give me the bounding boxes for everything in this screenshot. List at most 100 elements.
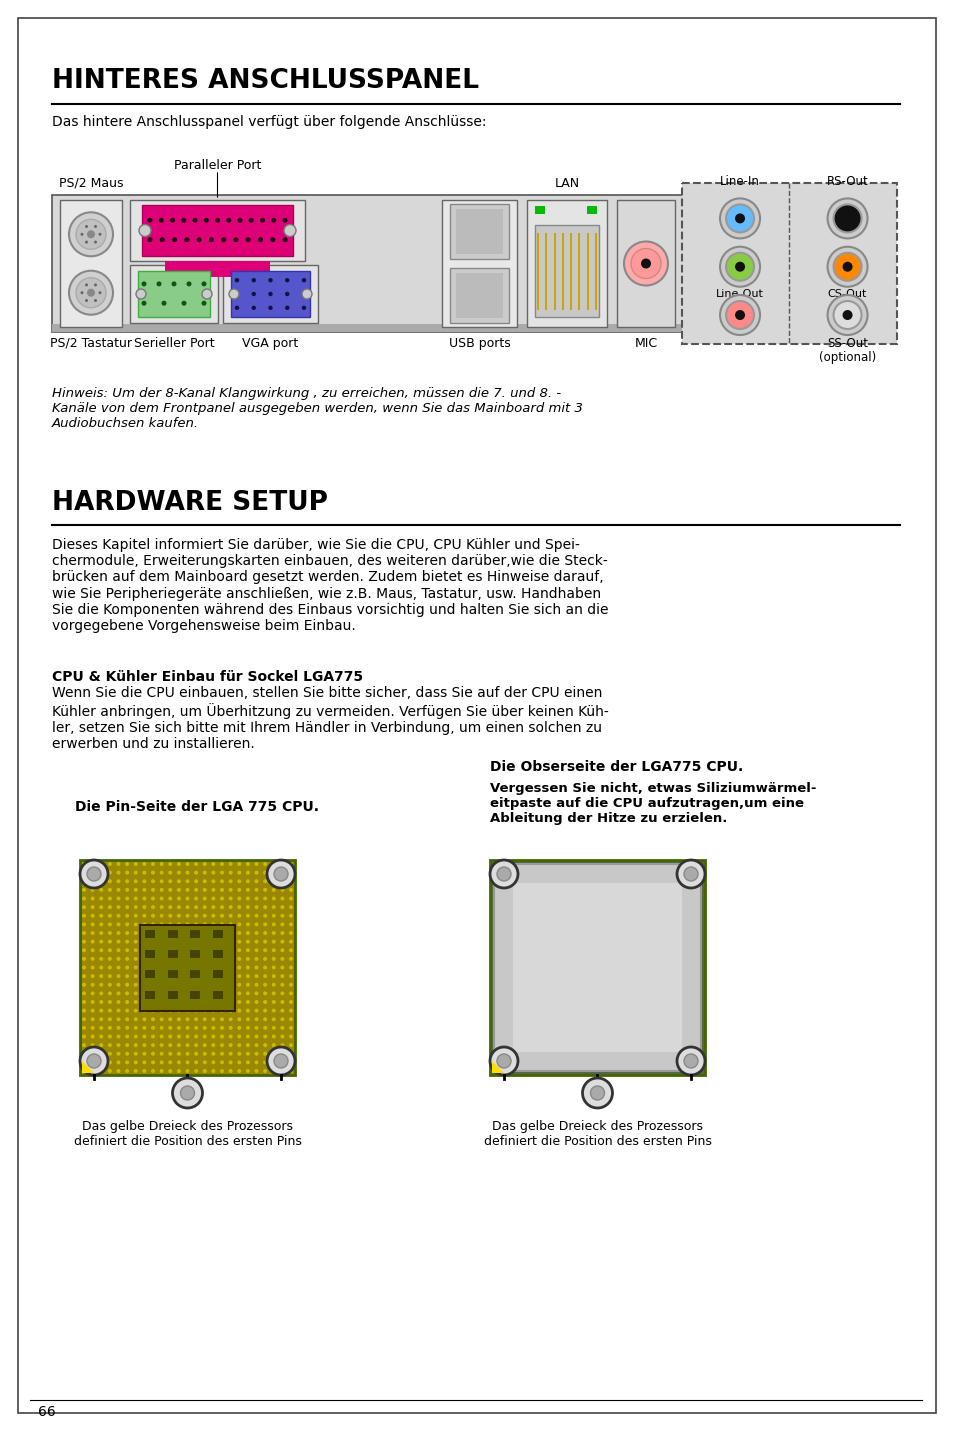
Circle shape: [181, 218, 186, 223]
Circle shape: [254, 887, 258, 892]
Circle shape: [203, 879, 207, 883]
Bar: [145, 970, 155, 979]
Circle shape: [497, 1055, 511, 1068]
Circle shape: [185, 1026, 190, 1030]
Circle shape: [108, 949, 112, 952]
Circle shape: [229, 861, 233, 866]
Bar: [165, 260, 270, 278]
Circle shape: [263, 914, 267, 917]
Bar: [52, 323, 854, 332]
Circle shape: [237, 1052, 241, 1056]
Circle shape: [159, 957, 164, 960]
Circle shape: [203, 1069, 207, 1073]
Circle shape: [133, 861, 137, 866]
Circle shape: [168, 906, 172, 909]
Circle shape: [280, 879, 284, 883]
Circle shape: [185, 906, 190, 909]
Circle shape: [91, 923, 94, 926]
Circle shape: [180, 1086, 194, 1100]
Bar: [80, 860, 294, 1075]
Bar: [526, 200, 606, 328]
Circle shape: [185, 1017, 190, 1022]
Circle shape: [246, 1026, 250, 1030]
Circle shape: [91, 906, 94, 909]
Circle shape: [272, 896, 275, 900]
Circle shape: [99, 870, 103, 874]
Circle shape: [116, 914, 120, 917]
Circle shape: [220, 1060, 224, 1065]
Circle shape: [87, 230, 95, 239]
Circle shape: [280, 1069, 284, 1073]
Bar: [441, 200, 517, 328]
Circle shape: [159, 1000, 164, 1005]
Circle shape: [99, 896, 103, 900]
Circle shape: [212, 940, 215, 943]
Text: Dieses Kapitel informiert Sie darüber, wie Sie die CPU, CPU Kühler und Spei-
che: Dieses Kapitel informiert Sie darüber, w…: [52, 538, 608, 633]
Circle shape: [185, 983, 190, 987]
Circle shape: [234, 306, 239, 311]
Circle shape: [212, 923, 215, 926]
Circle shape: [133, 975, 137, 979]
Circle shape: [193, 906, 198, 909]
Circle shape: [108, 1026, 112, 1030]
Circle shape: [280, 992, 284, 996]
Text: SS-Out: SS-Out: [826, 336, 867, 351]
Circle shape: [220, 879, 224, 883]
Circle shape: [168, 1043, 172, 1047]
Circle shape: [133, 1009, 137, 1013]
Circle shape: [229, 949, 233, 952]
Circle shape: [116, 940, 120, 943]
Circle shape: [99, 1026, 103, 1030]
Circle shape: [193, 1017, 198, 1022]
Circle shape: [212, 1069, 215, 1073]
Bar: [213, 990, 223, 999]
Circle shape: [125, 914, 129, 917]
Circle shape: [168, 914, 172, 917]
Circle shape: [229, 923, 233, 926]
Circle shape: [289, 975, 293, 979]
Circle shape: [203, 975, 207, 979]
Circle shape: [108, 1060, 112, 1065]
Circle shape: [254, 1052, 258, 1056]
Circle shape: [280, 983, 284, 987]
Circle shape: [237, 966, 241, 969]
Circle shape: [263, 923, 267, 926]
Circle shape: [267, 860, 294, 889]
Circle shape: [116, 975, 120, 979]
Circle shape: [193, 932, 198, 934]
Circle shape: [151, 870, 154, 874]
Circle shape: [272, 879, 275, 883]
Circle shape: [82, 949, 86, 952]
Circle shape: [203, 957, 207, 960]
Circle shape: [125, 1017, 129, 1022]
Circle shape: [151, 1000, 154, 1005]
Circle shape: [254, 932, 258, 934]
Circle shape: [282, 218, 287, 223]
Text: LAN: LAN: [554, 177, 579, 190]
Circle shape: [151, 1017, 154, 1022]
Circle shape: [229, 1017, 233, 1022]
Circle shape: [272, 1069, 275, 1073]
Circle shape: [176, 949, 181, 952]
Circle shape: [116, 1069, 120, 1073]
Circle shape: [99, 1017, 103, 1022]
Circle shape: [168, 1026, 172, 1030]
Circle shape: [677, 1047, 704, 1075]
Circle shape: [246, 906, 250, 909]
Circle shape: [85, 283, 88, 286]
Circle shape: [99, 932, 103, 934]
Circle shape: [289, 1017, 293, 1022]
Circle shape: [185, 1000, 190, 1005]
Circle shape: [246, 923, 250, 926]
Circle shape: [193, 914, 198, 917]
Circle shape: [272, 923, 275, 926]
Circle shape: [168, 870, 172, 874]
Circle shape: [220, 1069, 224, 1073]
Circle shape: [203, 887, 207, 892]
Circle shape: [168, 992, 172, 996]
Circle shape: [252, 278, 255, 282]
Circle shape: [246, 1035, 250, 1039]
Circle shape: [133, 914, 137, 917]
Circle shape: [212, 1026, 215, 1030]
Circle shape: [193, 887, 198, 892]
